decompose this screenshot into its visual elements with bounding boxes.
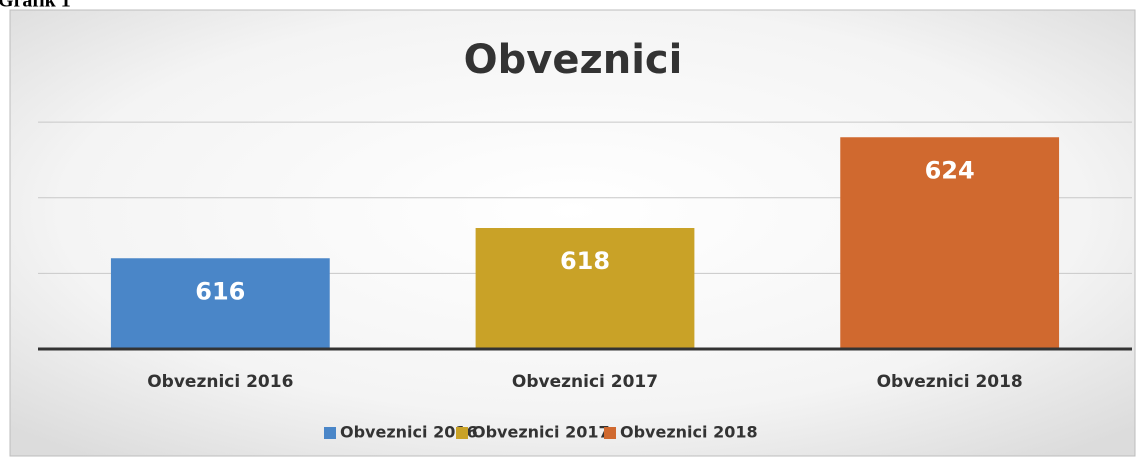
caption: Grafik 1 <box>0 0 71 12</box>
legend-swatch <box>604 427 616 439</box>
value-label: 616 <box>195 277 245 305</box>
value-label: 624 <box>925 156 975 184</box>
value-label: 618 <box>560 247 610 275</box>
bar <box>110 258 330 349</box>
chart-title: Obveznici <box>464 37 683 83</box>
legend-label: Obveznici 2018 <box>620 423 758 442</box>
bar <box>475 228 695 349</box>
x-tick-label: Obveznici 2016 <box>147 372 293 392</box>
legend-swatch <box>324 427 336 439</box>
legend-swatch <box>456 427 468 439</box>
bar <box>840 137 1060 349</box>
x-tick-label: Obveznici 2018 <box>877 372 1023 392</box>
legend-label: Obveznici 2016 <box>340 423 478 442</box>
x-tick-label: Obveznici 2017 <box>512 372 658 392</box>
legend-label: Obveznici 2017 <box>472 423 610 442</box>
